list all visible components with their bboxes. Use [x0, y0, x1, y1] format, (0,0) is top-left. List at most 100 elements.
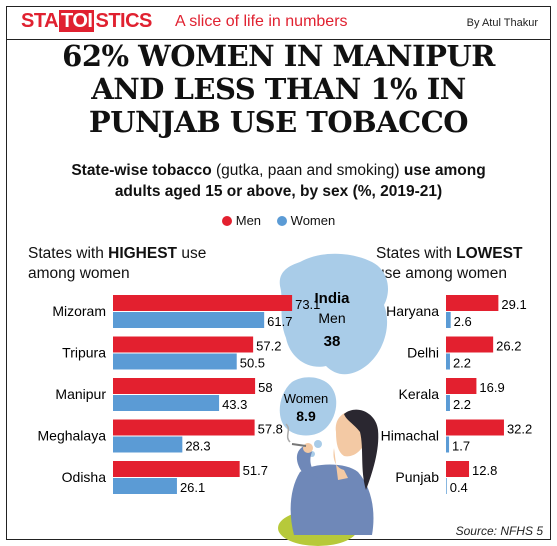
bar-women [113, 395, 220, 411]
bar-men [113, 295, 293, 311]
category-label: Himachal [381, 428, 439, 444]
data-label-women: 26.1 [180, 480, 205, 495]
bar-women [446, 395, 450, 411]
data-label-women: 2.6 [454, 314, 472, 329]
subtitle-part-2: (gutka, paan and smoking) [211, 162, 404, 179]
headline-line-2: AND LESS THAN 1% IN [91, 72, 466, 106]
legend-men-label: Men [235, 213, 262, 228]
statoistics-logo: STA TOI STICS [21, 10, 152, 33]
legend-men: Men [221, 213, 262, 228]
data-label-women: 2.2 [453, 356, 471, 371]
right-chart: Haryana 29.1 2.6 Delhi 26.2 2.2 Kerala 16.9 2.2 H… [381, 295, 532, 495]
right-title-bold: LOWEST [456, 245, 523, 262]
bubble-tail-dot-1 [314, 440, 322, 448]
bar-women [113, 353, 237, 370]
header-bar: STA TOI STICS A slice of life in numbers B… [7, 7, 550, 40]
bar-men [113, 419, 255, 436]
bar-men [446, 419, 504, 436]
right-chart-title: States with LOWEST use among women [376, 244, 522, 284]
subtitle-line-2: adults aged 15 or above, by sex (%, 2019… [114, 183, 443, 200]
india-label: India [314, 290, 350, 307]
hand-shape [303, 443, 313, 453]
headline-line-1: 62% WOMEN IN MANIPUR [62, 39, 495, 73]
arm-shape [296, 446, 318, 478]
left-chart: Mizoram 73.161.7 Tripura 57.2 50.5 Manipur 58 4… [38, 295, 320, 495]
data-label-men: 32.2 [507, 422, 532, 437]
women-bubble-shape [279, 377, 337, 436]
headline-line-3: PUNJAB USE TOBACCO [88, 105, 469, 139]
data-label-men: 57.2 [256, 339, 281, 354]
bar-women [446, 312, 451, 328]
bar-men [113, 336, 254, 353]
legend-women-label: Women [290, 213, 336, 228]
data-label-men: 57.8 [258, 422, 283, 437]
bar-men [113, 461, 240, 477]
data-label-women: 28.3 [185, 439, 210, 454]
bar-men [446, 378, 477, 394]
data-label-women: 61.7 [267, 314, 292, 329]
right-title-line-2: use among women [376, 265, 507, 282]
india-men-label: Men [318, 310, 345, 326]
data-label-women: 43.3 [222, 397, 247, 412]
india-men-value: 38 [324, 333, 341, 350]
subtitle: State-wise tobacco (gutka, paan and smok… [0, 160, 557, 202]
bar-men [446, 336, 494, 353]
bar-men [446, 461, 470, 477]
bar-women [446, 436, 450, 453]
tagline: A slice of life in numbers [175, 13, 348, 30]
legend-women: Women [276, 213, 336, 228]
category-label: Tripura [62, 345, 106, 361]
subtitle-part-3: use among [403, 162, 486, 179]
legend-women-swatch [276, 216, 287, 226]
bar-men [446, 295, 499, 311]
data-label-men: 26.2 [496, 339, 521, 354]
india-bubble-shape [279, 253, 388, 375]
category-label: Kerala [399, 386, 440, 402]
data-label-men: 51.7 [243, 463, 268, 478]
bar-women [446, 353, 450, 370]
data-label-men: 58 [258, 380, 272, 395]
bar-women [446, 478, 447, 494]
left-chart-title: States with HIGHEST use among women [28, 244, 206, 284]
logo-part-1: STA [21, 10, 59, 32]
left-title-post: use [177, 245, 207, 262]
smoke-shape [285, 423, 291, 443]
legend-men-swatch [221, 216, 232, 226]
source-note: Source: NFHS 5 [455, 524, 543, 538]
byline: By Atul Thakur [466, 17, 538, 29]
left-title-pre: States with [28, 245, 109, 262]
data-label-women: 50.5 [240, 356, 265, 371]
bar-women [113, 436, 183, 453]
india-women-label: Women [284, 391, 329, 406]
cigarette-shape [291, 443, 307, 447]
category-label: Mizoram [52, 303, 106, 319]
category-label: Punjab [395, 469, 439, 485]
hair-shape [344, 409, 379, 490]
india-bubble: India Men 38 Women 8.9 [279, 253, 388, 457]
category-label: Haryana [386, 303, 439, 319]
infographic-frame: STA TOI STICS A slice of life in numbers B… [6, 6, 551, 540]
logo-part-2: STICS [95, 10, 152, 32]
data-label-men: 12.8 [472, 463, 497, 478]
bar-women [113, 312, 265, 328]
bar-men [113, 378, 256, 394]
right-title-pre: States with [376, 245, 457, 262]
data-label-women: 2.2 [453, 397, 471, 412]
subtitle-part-1: State-wise tobacco [71, 162, 212, 179]
category-label: Delhi [407, 345, 439, 361]
body-shape [290, 464, 374, 535]
india-women-value: 8.9 [296, 408, 316, 424]
data-label-women: 1.7 [452, 439, 470, 454]
headline: 62% WOMEN IN MANIPUR AND LESS THAN 1% IN… [0, 40, 557, 139]
left-title-line-2: among women [28, 265, 130, 282]
data-label-men: 29.1 [501, 297, 526, 312]
category-label: Odisha [62, 469, 107, 485]
legend: Men Women [0, 213, 557, 228]
category-label: Manipur [55, 386, 106, 402]
left-title-bold: HIGHEST [108, 245, 178, 262]
data-label-men: 16.9 [479, 380, 504, 395]
bar-women [113, 478, 177, 494]
data-label-women: 0.4 [450, 480, 468, 495]
data-label-men: 73.1 [295, 297, 320, 312]
